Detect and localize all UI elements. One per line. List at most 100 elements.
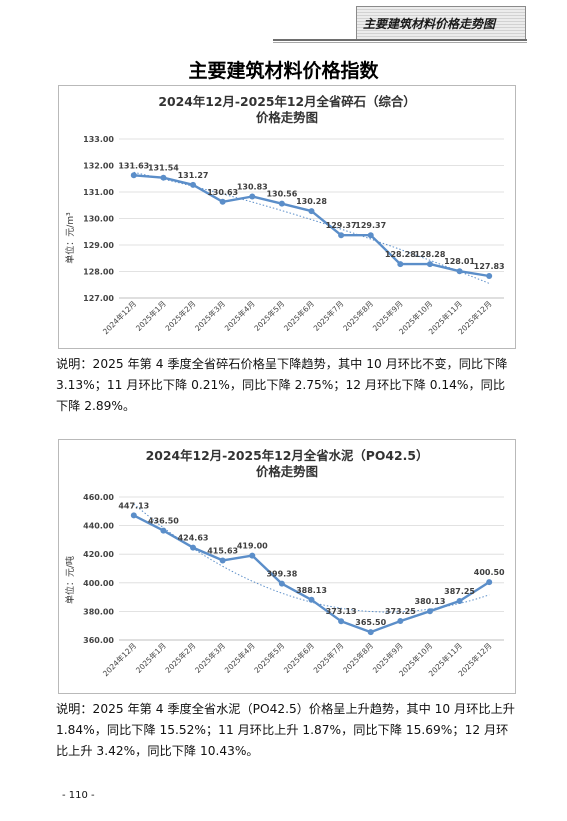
gravel-data-point <box>338 232 345 239</box>
gravel-data-label: 131.27 <box>178 171 209 180</box>
gravel-data-point <box>426 261 433 268</box>
header-divider <box>273 39 527 41</box>
gravel-data-label: 128.28 <box>415 250 446 259</box>
gravel-data-point <box>308 208 315 215</box>
gravel-data-point <box>160 174 167 181</box>
cement-data-label: 388.13 <box>296 586 327 595</box>
cement-data-label: 399.38 <box>266 570 297 579</box>
gravel-data-label: 131.54 <box>148 164 179 173</box>
gravel-xtick-label: 2025年6月 <box>281 298 316 333</box>
gravel-series-line <box>133 174 490 278</box>
cement-ytick-label: 440.00 <box>83 522 114 531</box>
gravel-data-point <box>486 273 493 280</box>
section-header-tag: 主要建筑材料价格走势图 <box>356 6 526 40</box>
cement-chart-svg: 2024年12月-2025年12月全省水泥（PO42.5） 价格走势图 单位：元… <box>64 448 505 678</box>
gravel-xtick-label: 2025年5月 <box>252 298 287 333</box>
cement-data-label: 365.50 <box>355 618 386 627</box>
cement-ytick-label: 400.00 <box>83 579 114 588</box>
cement-data-point <box>308 596 315 603</box>
gravel-xtick-label: 2025年3月 <box>193 298 228 333</box>
cement-ytick-label: 380.00 <box>83 607 114 616</box>
gravel-ytick-label: 129.00 <box>83 241 114 250</box>
cement-data-point <box>486 579 493 586</box>
gravel-data-label: 131.63 <box>118 161 149 170</box>
cement-xtick-label: 2024年12月 <box>100 640 138 678</box>
cement-data-point <box>249 552 256 559</box>
cement-data-label: 415.63 <box>207 546 238 555</box>
gravel-ytick-label: 132.00 <box>83 162 114 171</box>
gravel-data-label: 128.28 <box>385 250 416 259</box>
cement-data-point <box>160 527 167 534</box>
gravel-ytick-label: 131.00 <box>83 188 114 197</box>
gravel-data-point <box>456 268 463 275</box>
gravel-data-label: 130.56 <box>266 190 297 199</box>
cement-chart-ylabel: 单位：元/吨 <box>64 556 76 604</box>
gravel-data-label: 127.83 <box>474 262 505 271</box>
cement-data-point <box>338 618 345 625</box>
cement-data-label: 436.50 <box>148 517 179 526</box>
gravel-data-label: 130.28 <box>296 197 327 206</box>
gravel-data-label: 128.01 <box>444 257 475 266</box>
gravel-data-point <box>249 193 256 200</box>
cement-data-point <box>397 618 404 625</box>
gravel-ytick-label: 127.00 <box>83 294 114 303</box>
gravel-chart-ylabel: 单位：元/m³ <box>64 212 76 264</box>
section-header-text: 主要建筑材料价格走势图 <box>363 17 496 31</box>
gravel-price-chart: 2024年12月-2025年12月全省碎石（综合） 价格走势图 单位：元/m³ … <box>58 85 516 349</box>
cement-ytick-label: 460.00 <box>83 493 114 502</box>
cement-data-point <box>426 608 433 615</box>
cement-price-chart: 2024年12月-2025年12月全省水泥（PO42.5） 价格走势图 单位：元… <box>58 439 516 694</box>
gravel-data-point <box>219 198 226 205</box>
gravel-chart-title-line2: 价格走势图 <box>256 110 318 125</box>
header-divider-thin <box>273 42 527 43</box>
cement-data-label: 400.50 <box>474 568 505 577</box>
cement-data-label: 373.13 <box>326 607 357 616</box>
cement-xtick-label: 2025年6月 <box>281 640 316 675</box>
cement-xtick-label: 2025年7月 <box>311 640 346 675</box>
gravel-xtick-label: 2025年8月 <box>341 298 376 333</box>
cement-description: 说明：2025 年第 4 季度全省水泥（PO42.5）价格呈上升趋势，其中 10… <box>56 702 515 758</box>
cement-data-label: 424.63 <box>178 534 209 543</box>
page-title: 主要建筑材料价格指数 <box>188 60 379 82</box>
cement-xtick-label: 2025年8月 <box>341 640 376 675</box>
gravel-chart-title-line1: 2024年12月-2025年12月全省碎石（综合） <box>158 94 415 109</box>
cement-xtick-label: 2025年4月 <box>222 640 257 675</box>
page-number: - 110 - <box>62 790 95 801</box>
cement-data-label: 447.13 <box>118 501 149 510</box>
cement-data-label: 380.13 <box>415 597 446 606</box>
gravel-xtick-label: 2025年4月 <box>222 298 257 333</box>
cement-trendline <box>133 503 490 613</box>
cement-data-point <box>219 557 226 564</box>
cement-data-point <box>190 544 197 551</box>
gravel-xtick-label: 2025年2月 <box>163 298 198 333</box>
gravel-data-point <box>190 181 197 188</box>
gravel-xtick-label: 2025年1月 <box>133 298 168 333</box>
cement-data-point <box>130 512 137 519</box>
gravel-data-label: 130.63 <box>207 188 238 197</box>
gravel-data-point <box>397 261 404 268</box>
gravel-data-label: 129.37 <box>326 221 357 230</box>
gravel-ytick-label: 130.00 <box>83 215 114 224</box>
gravel-data-label: 130.83 <box>237 183 268 192</box>
cement-xtick-label: 2025年2月 <box>163 640 198 675</box>
gravel-description: 说明：2025 年第 4 季度全省碎石价格呈下降趋势，其中 10 月环比不变，同… <box>56 357 508 413</box>
gravel-xtick-label: 2025年7月 <box>311 298 346 333</box>
cement-xtick-label: 2025年5月 <box>252 640 287 675</box>
gravel-data-point <box>367 232 374 239</box>
cement-data-point <box>278 580 285 587</box>
cement-data-point <box>456 598 463 605</box>
cement-data-label: 419.00 <box>237 542 268 551</box>
gravel-data-label: 129.37 <box>355 221 386 230</box>
cement-xtick-label: 2025年1月 <box>133 640 168 675</box>
cement-ytick-label: 360.00 <box>83 636 114 645</box>
gravel-data-point <box>130 172 137 179</box>
gravel-ytick-label: 133.00 <box>83 135 114 144</box>
cement-data-label: 387.25 <box>444 587 475 596</box>
gravel-data-point <box>278 200 285 207</box>
cement-data-label: 373.25 <box>385 607 416 616</box>
gravel-ytick-label: 128.00 <box>83 268 114 277</box>
cement-chart-title-line2: 价格走势图 <box>256 464 318 479</box>
gravel-xtick-label: 2024年12月 <box>100 298 138 336</box>
cement-xtick-label: 2025年3月 <box>193 640 228 675</box>
cement-chart-title-line1: 2024年12月-2025年12月全省水泥（PO42.5） <box>146 448 429 463</box>
